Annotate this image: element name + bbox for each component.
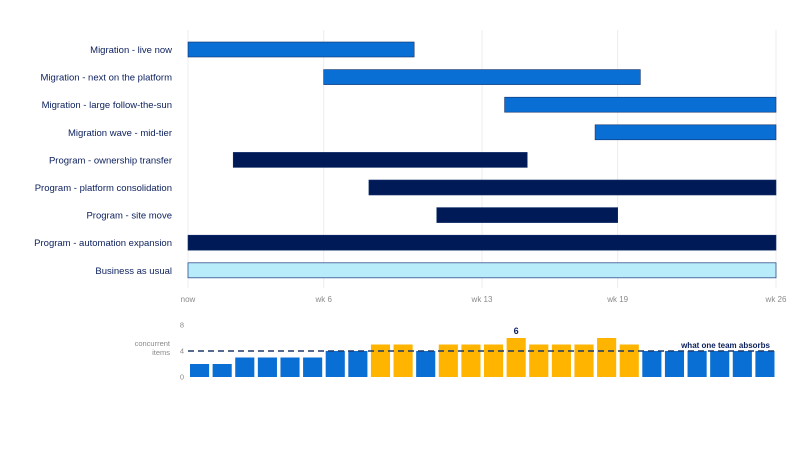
load-bar: [755, 351, 775, 377]
load-bar: [438, 344, 458, 377]
task-bars: [187, 41, 777, 279]
task-bar: [323, 69, 641, 85]
task-label: Migration - next on the platform: [41, 73, 173, 84]
task-bar: [187, 234, 777, 251]
task-bar: [187, 41, 415, 58]
load-bars: [190, 338, 775, 377]
load-bar: [190, 364, 210, 377]
x-tick-label: wk 6: [314, 295, 332, 304]
load-bar: [574, 344, 594, 377]
x-tick-label: wk 13: [471, 295, 493, 304]
task-label: Business as usual: [95, 266, 172, 277]
load-y-tick-label: 8: [180, 321, 184, 330]
load-y-tick-label: 4: [180, 347, 184, 356]
task-label: Program - automation expansion: [34, 238, 172, 249]
load-bar: [642, 351, 662, 377]
load-bar: [416, 351, 436, 377]
load-bar: [664, 351, 685, 377]
x-tick-label: now: [181, 295, 196, 304]
load-bar: [597, 338, 617, 377]
load-bar: [257, 357, 277, 377]
task-bar: [436, 207, 618, 223]
task-label: Program - ownership transfer: [49, 155, 172, 166]
threshold-label: what one team absorbs: [680, 341, 770, 350]
task-label: Migration - live now: [90, 45, 172, 56]
task-label: Program - site move: [86, 211, 172, 222]
load-bar: [393, 344, 413, 377]
task-label: Program - platform consolidation: [35, 183, 172, 194]
task-bar: [232, 152, 528, 168]
load-bar: [303, 357, 323, 377]
load-bar: [325, 351, 345, 377]
x-tick-label: wk 19: [606, 295, 628, 304]
load-bar: [551, 344, 571, 377]
peak-value-label: 6: [514, 326, 519, 336]
load-bar: [732, 351, 752, 377]
load-bar: [506, 338, 526, 377]
load-bar: [348, 351, 368, 377]
load-bar: [710, 351, 730, 377]
x-tick-label: wk 26: [765, 295, 787, 304]
load-ylabel-line-2: items: [152, 348, 170, 357]
load-bar: [235, 357, 255, 377]
load-bar: [619, 344, 639, 377]
load-bar: [687, 351, 707, 377]
load-bar: [529, 344, 549, 377]
task-label: Migration - large follow-the-sun: [42, 100, 172, 111]
load-bar: [212, 364, 232, 377]
load-bar: [484, 344, 504, 377]
load-bar: [370, 344, 391, 377]
load-bar: [280, 357, 300, 377]
load-bar: [461, 344, 481, 377]
load-y-tick-label: 0: [180, 373, 184, 382]
task-bar: [187, 262, 777, 279]
task-bar: [594, 124, 777, 141]
task-bar: [368, 179, 777, 196]
task-bar: [504, 96, 777, 113]
task-labels: Migration - live now Migration - next on …: [34, 45, 172, 277]
task-label: Migration wave - mid-tier: [68, 128, 172, 139]
x-axis-ticks: now wk 6 wk 13 wk 19 wk 26: [181, 295, 787, 304]
load-ylabel-line-1: concurrent: [135, 339, 171, 348]
load-annotations: what one team absorbs 6: [188, 326, 776, 352]
load-y-axis: concurrent items 0 4 8: [135, 321, 184, 382]
